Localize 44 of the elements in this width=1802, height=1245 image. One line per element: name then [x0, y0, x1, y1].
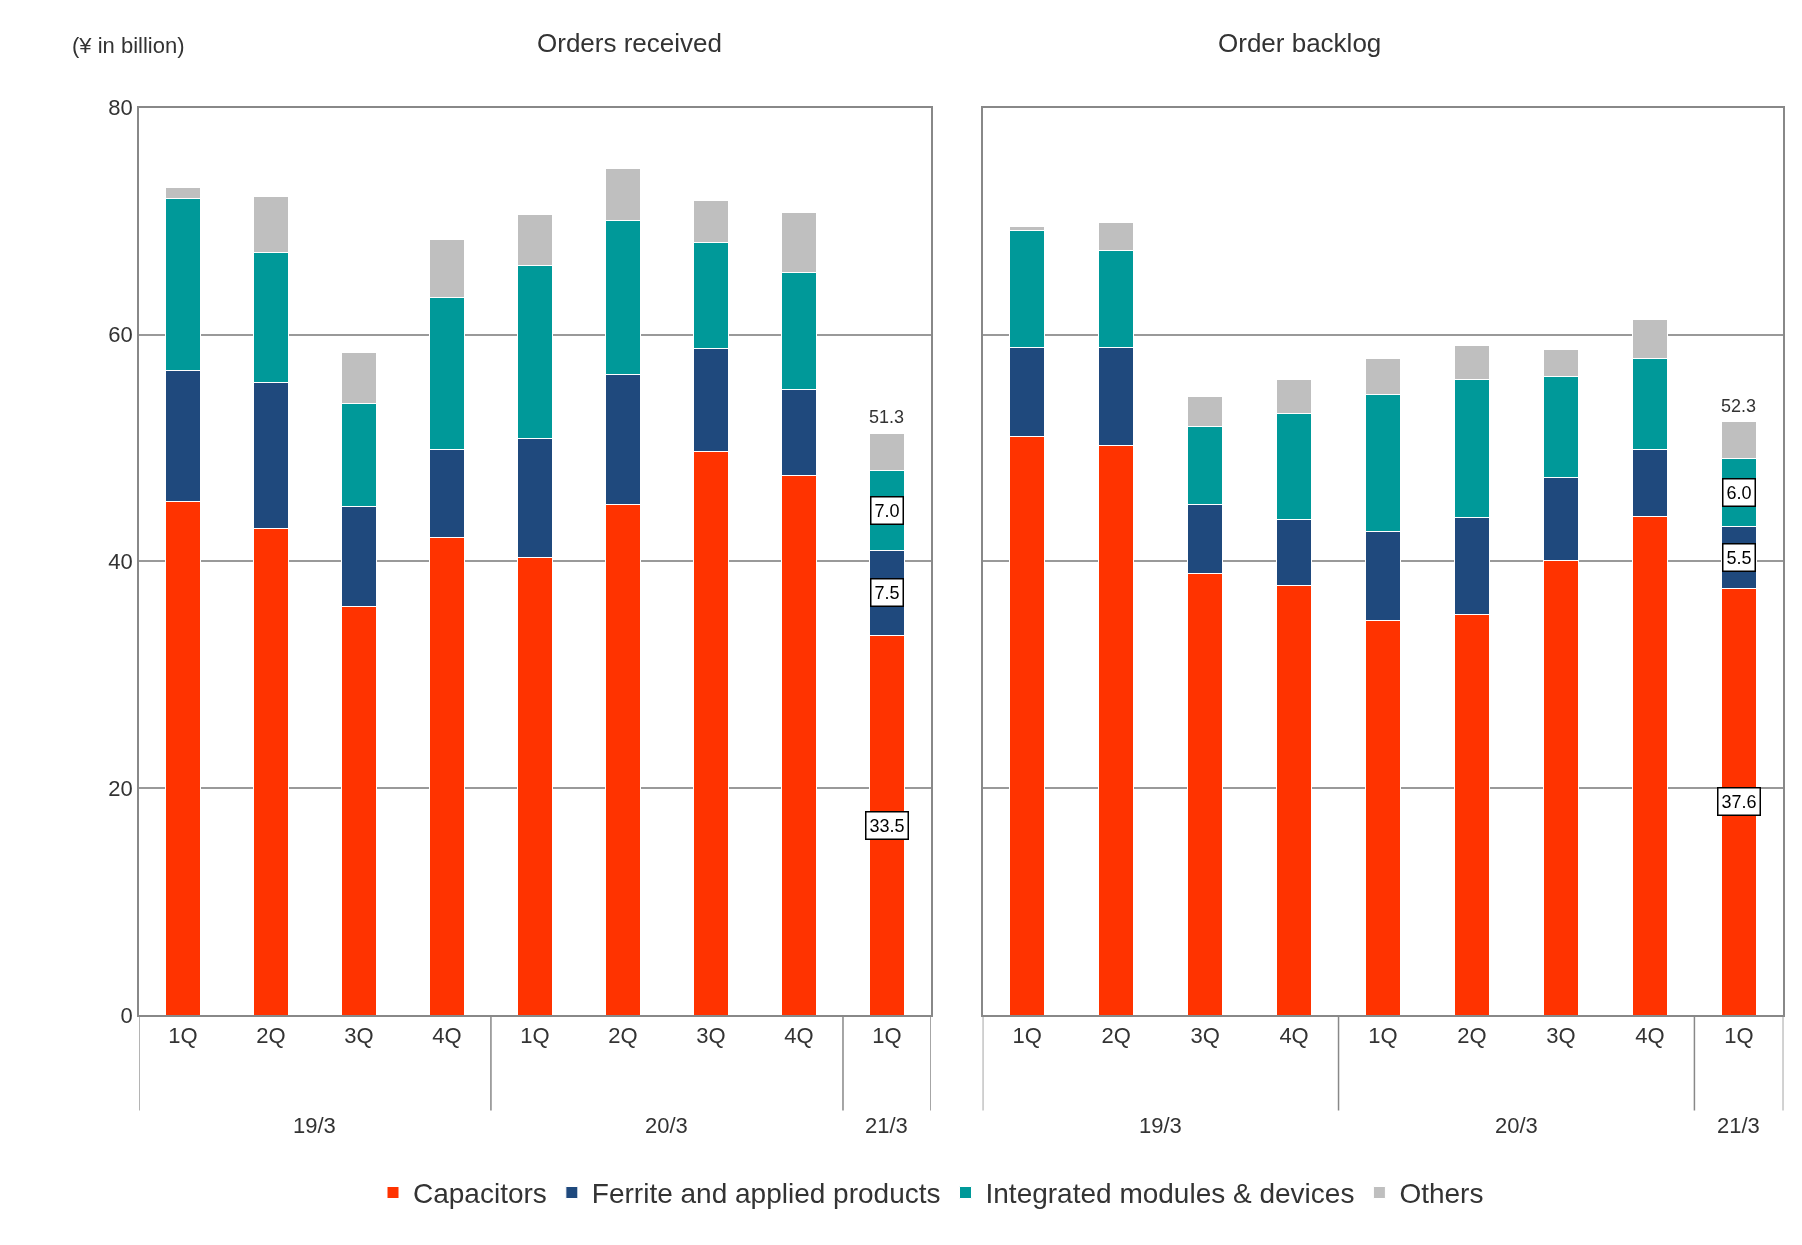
- y-tick-label: 0: [120, 1002, 133, 1028]
- text: 19/3: [1139, 1113, 1182, 1138]
- x-tick-label: 1Q: [872, 1023, 902, 1049]
- data-label: 7.5: [874, 582, 900, 603]
- data-label: 33.5: [869, 815, 905, 836]
- x-tick-label: 1Q: [1368, 1023, 1398, 1049]
- text: 21/3: [1717, 1113, 1760, 1138]
- text: 20/3: [645, 1113, 688, 1138]
- y-tick-label: 80: [108, 95, 133, 121]
- legend-label: Integrated modules & devices: [985, 1178, 1355, 1210]
- text: 21/3: [865, 1113, 908, 1138]
- y-axis-title: (¥ in billion): [72, 33, 185, 58]
- data-label: 37.6: [1721, 791, 1757, 812]
- text: 19/3: [293, 1113, 336, 1138]
- y-tick-label: 40: [108, 549, 133, 575]
- y-tick-label: 60: [108, 322, 133, 348]
- x-tick-label: 3Q: [1190, 1023, 1220, 1049]
- x-tick-label: 3Q: [1546, 1023, 1576, 1049]
- x-tick-label: 4Q: [432, 1023, 462, 1049]
- x-tick-label: 2Q: [608, 1023, 638, 1049]
- data-label: 6.0: [1726, 482, 1752, 503]
- x-tick-label: 4Q: [1279, 1023, 1309, 1049]
- x-tick-label: 1Q: [520, 1023, 550, 1049]
- chart-title: Order backlog: [1218, 28, 1382, 58]
- total-label: 51.3: [869, 407, 905, 427]
- data-label: 5.5: [1726, 547, 1752, 568]
- text: 20/3: [1495, 1113, 1538, 1138]
- chart-title: Orders received: [537, 28, 722, 58]
- x-tick-label: 1Q: [1012, 1023, 1042, 1049]
- x-tick-label: 4Q: [1635, 1023, 1665, 1049]
- x-tick-label: 4Q: [784, 1023, 814, 1049]
- y-tick-label: 20: [108, 775, 133, 801]
- x-tick-label: 1Q: [1724, 1023, 1754, 1049]
- legend-label: Ferrite and applied products: [591, 1178, 941, 1210]
- data-label: 7.0: [874, 500, 900, 521]
- x-tick-label: 1Q: [168, 1023, 198, 1049]
- x-tick-label: 2Q: [1457, 1023, 1487, 1049]
- x-tick-label: 3Q: [696, 1023, 726, 1049]
- legend-label: Others: [1399, 1178, 1484, 1210]
- x-tick-label: 2Q: [256, 1023, 286, 1049]
- x-tick-label: 3Q: [344, 1023, 374, 1049]
- x-tick-label: 2Q: [1101, 1023, 1131, 1049]
- legend-label: Capacitors: [413, 1178, 547, 1210]
- total-label: 52.3: [1721, 396, 1757, 416]
